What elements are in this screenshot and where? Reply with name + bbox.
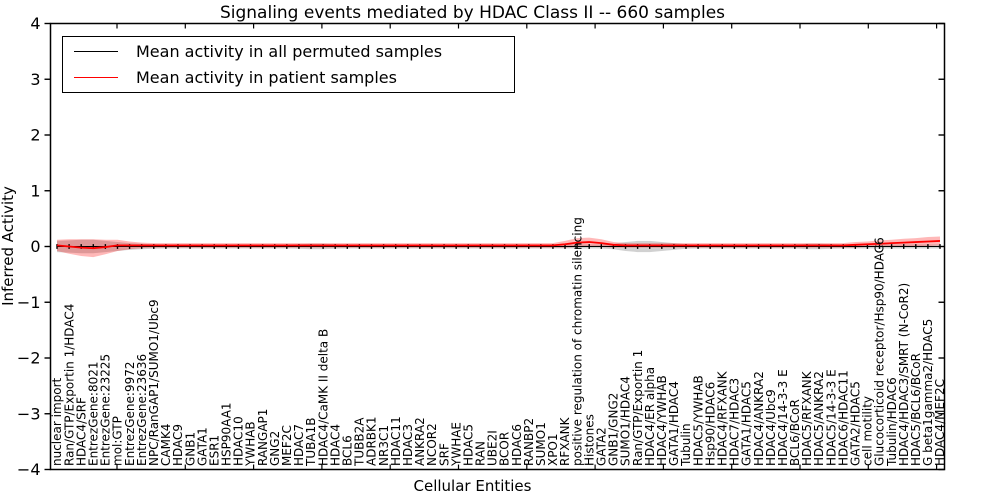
x-tick-label: GNB1/GNG2 (607, 393, 621, 466)
x-tick-label: HDAC10 (232, 416, 246, 466)
x-tick-label: HDAC4 (328, 424, 342, 466)
x-tick-label: HDAC4/RFXANK (715, 370, 729, 466)
y-axis-label: Inferred Activity (0, 186, 17, 306)
x-tick-label: HDAC7/HDAC3 (728, 378, 742, 466)
x-tick-label: GATA2/HDAC5 (849, 381, 863, 466)
x-tick-label: ESR1 (207, 435, 221, 466)
y-tick-label: −2 (17, 349, 41, 368)
y-tick-label: 3 (30, 70, 40, 89)
x-tick-label: SUMO1 (534, 422, 548, 466)
x-tick-label: cell motility (861, 396, 875, 466)
legend-entry-patient: Mean activity in patient samples (74, 68, 514, 87)
x-tick-label: HDAC7 (292, 424, 306, 466)
x-tick-label: SUMO1/HDAC4 (619, 376, 633, 466)
x-tick-label: HDAC5/RFXANK (800, 370, 814, 466)
x-tick-label: HDAC4/MEF2C (933, 379, 947, 466)
x-tick-label: NPC/RanGAP1/SUMO1/Ubc9 (147, 299, 161, 466)
x-tick-label: EntrezGene:23636 (135, 354, 149, 466)
x-tick-label: GNB1 (183, 432, 197, 466)
x-tick-label: HDAC5 (461, 424, 475, 466)
y-tick-label: 0 (30, 237, 40, 256)
x-tick-label: Histones (582, 414, 596, 466)
x-tick-label: GATA2 (595, 427, 609, 466)
legend-line-red (74, 76, 118, 78)
x-tick-label: ANKRA2 (413, 417, 427, 466)
x-axis-label: Cellular Entities (413, 477, 532, 495)
x-tick-label: nuclear import (50, 377, 64, 466)
x-tick-label: G beta1gamma2/HDAC5 (921, 319, 935, 466)
y-tick-label: −3 (17, 404, 41, 423)
x-tick-label: YWHAB (244, 421, 258, 467)
x-tick-label: SRF (437, 443, 451, 466)
x-tick-label: GNG2 (268, 431, 282, 466)
x-tick-label: XPO1 (546, 433, 560, 466)
y-tick-label: 2 (30, 126, 40, 145)
x-tick-label: TUBB2A (353, 417, 367, 467)
x-tick-label: Tubulin (679, 423, 693, 467)
x-tick-label: Tubulin/HDAC6 (885, 377, 899, 467)
x-tick-label: YWHAE (449, 422, 463, 467)
x-tick-label: HDAC5/YWHAB (691, 375, 705, 466)
x-tick-label: HDAC4/CaMK II delta B (316, 329, 330, 466)
x-tick-label: positive regulation of chromatin silenci… (570, 217, 584, 466)
x-tick-label: HSP90AA1 (220, 402, 234, 466)
x-tick-label: TUBA1B (304, 418, 318, 467)
x-tick-label: Ran/GTP/Exportin 1/HDAC4 (62, 304, 76, 466)
x-tick-label: RANGAP1 (256, 409, 270, 466)
x-tick-label: Ran/GTP/Exportin 1 (631, 350, 645, 466)
x-tick-label: HDAC3 (401, 424, 415, 466)
x-tick-label: HDAC5/14-3-3 E (824, 369, 838, 466)
x-tick-label: BCL6/BCoR (788, 399, 802, 466)
x-tick-label: HDAC9 (171, 424, 185, 466)
x-tick-label: RFXANK (558, 416, 572, 466)
x-tick-label: EntrezGene:23225 (99, 354, 113, 466)
y-tick-label: −1 (17, 293, 41, 312)
legend-entry-permuted: Mean activity in all permuted samples (74, 42, 514, 61)
x-tick-label: GATA1/HDAC5 (740, 381, 754, 466)
x-tick-label: HDAC5/ANKRA2 (812, 371, 826, 466)
y-tick-label: −4 (17, 460, 41, 479)
x-tick-label: HDAC4/HDAC3/SMRT (N-CoR2) (897, 283, 911, 466)
x-tick-label: GATA1 (195, 427, 209, 466)
patient-line (56, 240, 941, 250)
legend-label-patient: Mean activity in patient samples (136, 67, 397, 87)
x-tick-label: HDAC4/ER alpha (643, 367, 657, 466)
x-tick-label: Hsp90/HDAC6 (703, 382, 717, 466)
x-tick-label: HDAC6/HDAC11 (836, 370, 850, 466)
x-tick-label: EntrezGene:8021 (86, 362, 100, 467)
legend: Mean activity in all permuted samples Me… (62, 36, 515, 93)
x-tick-label: BCL6 (341, 435, 355, 466)
x-tick-label: GATA1/HDAC4 (667, 381, 681, 466)
x-tick-label: BCOR (498, 432, 512, 466)
x-tick-label: Glucocorticoid receptor/Hsp90/HDAC6 (873, 237, 887, 466)
x-tick-label: mol:GTP (111, 416, 125, 466)
x-tick-label: HDAC4/Ubc9 (764, 389, 778, 466)
chart-title: Signaling events mediated by HDAC Class … (219, 3, 726, 23)
x-tick-label: HDAC6 (510, 424, 524, 466)
y-tick-label: 1 (30, 181, 40, 200)
x-tick-label: HDAC5/BCL6/BCoR (909, 353, 923, 466)
x-tick-label: UBE2I (486, 430, 500, 466)
x-tick-label: RAN (474, 441, 488, 466)
y-tick-label: 4 (30, 14, 40, 33)
x-tick-label: HDAC11 (389, 416, 403, 466)
x-tick-label: NR3C1 (377, 425, 391, 466)
x-tick-label: RANBP2 (522, 418, 536, 466)
x-tick-label: HDAC4/YWHAB (655, 375, 669, 466)
legend-line-black (74, 51, 118, 53)
x-tick-label: HDAC4/ANKRA2 (752, 371, 766, 466)
legend-label-permuted: Mean activity in all permuted samples (136, 42, 443, 62)
x-tick-label: MEF2C (280, 425, 294, 466)
x-tick-label: HDAC4/SRF (74, 397, 88, 466)
x-tick-label: CAMK4 (159, 424, 173, 466)
x-tick-label: ADRBK1 (365, 416, 379, 466)
x-tick-label: EntrezGene:9972 (123, 362, 137, 467)
x-tick-label: HDAC4/14-3-3 E (776, 369, 790, 466)
x-tick-label: NCOR2 (425, 423, 439, 466)
